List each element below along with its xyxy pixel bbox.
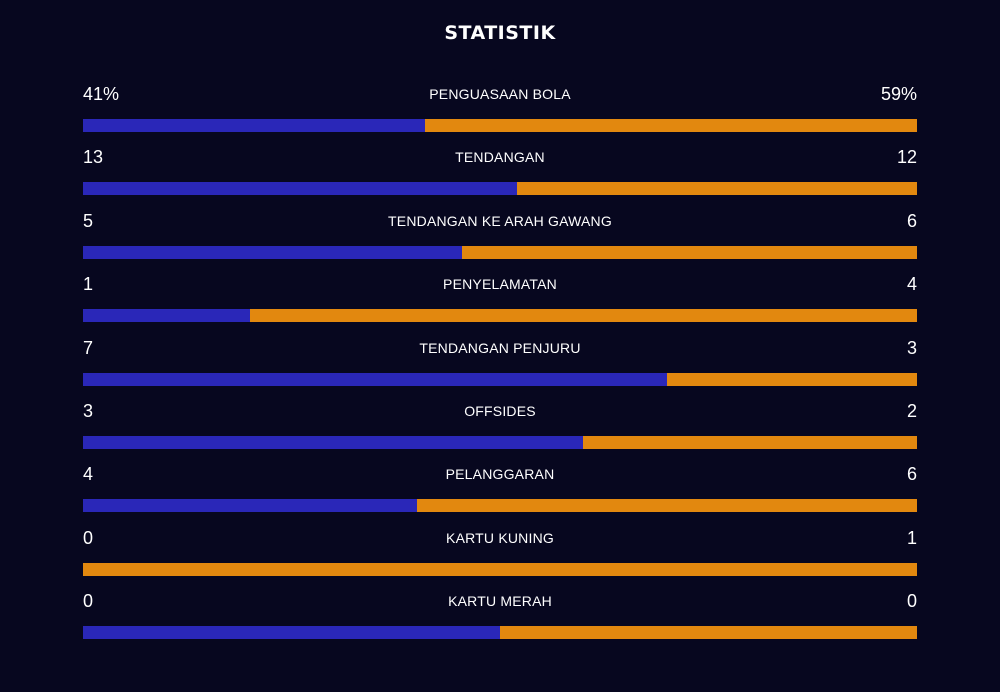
stat-row-offsides: 3 OFFSIDES 2: [83, 397, 917, 460]
stat-label: TENDANGAN: [455, 149, 545, 166]
home-value: 1: [83, 274, 94, 295]
home-value: 13: [83, 147, 104, 168]
away-value: 4: [906, 274, 917, 295]
stat-bar: [83, 626, 917, 640]
away-value: 59%: [880, 84, 917, 104]
away-bar: [583, 435, 917, 449]
stat-bar: [83, 435, 917, 449]
stat-label: TENDANGAN KE ARAH GAWANG: [388, 212, 612, 229]
away-bar: [424, 119, 917, 132]
stat-bar: [83, 372, 917, 386]
stat-bar: [83, 245, 917, 259]
away-bar: [666, 372, 917, 386]
away-bar: [516, 182, 917, 196]
away-bar: [500, 626, 917, 640]
stat-label: KARTU KUNING: [446, 529, 554, 546]
away-bar: [83, 562, 917, 576]
home-bar: [83, 626, 500, 640]
stat-row-kartu-kuning: 0 KARTU KUNING 1: [83, 524, 917, 587]
away-value: 6: [906, 210, 917, 231]
home-value: 3: [83, 400, 94, 421]
home-value: 41%: [83, 84, 120, 104]
home-value: 0: [83, 591, 94, 612]
home-value: 7: [83, 337, 94, 358]
stat-row-pelanggaran: 4 PELANGGARAN 6: [83, 460, 917, 523]
stat-bar: [83, 182, 917, 196]
stat-row-penyelamatan: 1 PENYELAMATAN 4: [83, 270, 917, 333]
away-value: 12: [896, 147, 917, 168]
away-value: 1: [906, 527, 917, 548]
stat-label: KARTU MERAH: [448, 593, 552, 610]
away-bar: [249, 309, 917, 323]
stat-label: TENDANGAN PENJURU: [419, 339, 581, 356]
away-value: 2: [906, 400, 917, 421]
stat-row-penguasaan-bola: 41% PENGUASAAN BOLA 59%: [83, 80, 917, 143]
away-value: 0: [906, 591, 917, 612]
stat-row-tendangan: 13 TENDANGAN 12: [83, 143, 917, 206]
away-bar: [462, 245, 917, 259]
stat-bar: [83, 562, 917, 576]
stat-bar: [83, 119, 917, 132]
stat-bar: [83, 309, 917, 323]
home-bar: [83, 119, 425, 132]
home-value: 4: [83, 464, 94, 485]
stat-row-tendangan-penjuru: 7 TENDANGAN PENJURU 3: [83, 334, 917, 397]
home-bar: [83, 435, 584, 449]
home-bar: [83, 372, 667, 386]
away-value: 6: [906, 464, 917, 485]
away-bar: [416, 499, 917, 513]
stat-label: PENYELAMATAN: [443, 276, 557, 293]
stat-bar: [83, 499, 917, 513]
home-bar: [83, 309, 250, 323]
home-bar: [83, 499, 417, 513]
stat-row-tendangan-ke-arah-gawang: 5 TENDANGAN KE ARAH GAWANG 6: [83, 207, 917, 270]
stat-label: OFFSIDES: [464, 402, 536, 419]
stat-row-kartu-merah: 0 KARTU MERAH 0: [83, 587, 917, 650]
home-bar: [83, 245, 463, 259]
home-value: 0: [83, 527, 94, 548]
away-value: 3: [906, 337, 917, 358]
stat-label: PENGUASAAN BOLA: [429, 86, 571, 102]
home-bar: [83, 182, 517, 196]
home-value: 5: [83, 210, 94, 231]
panel-title: STATISTIK: [444, 22, 556, 44]
stat-label: PELANGGARAN: [445, 466, 555, 483]
stats-list: 41% PENGUASAAN BOLA 59% 13 TENDANGAN 12 …: [83, 80, 917, 651]
